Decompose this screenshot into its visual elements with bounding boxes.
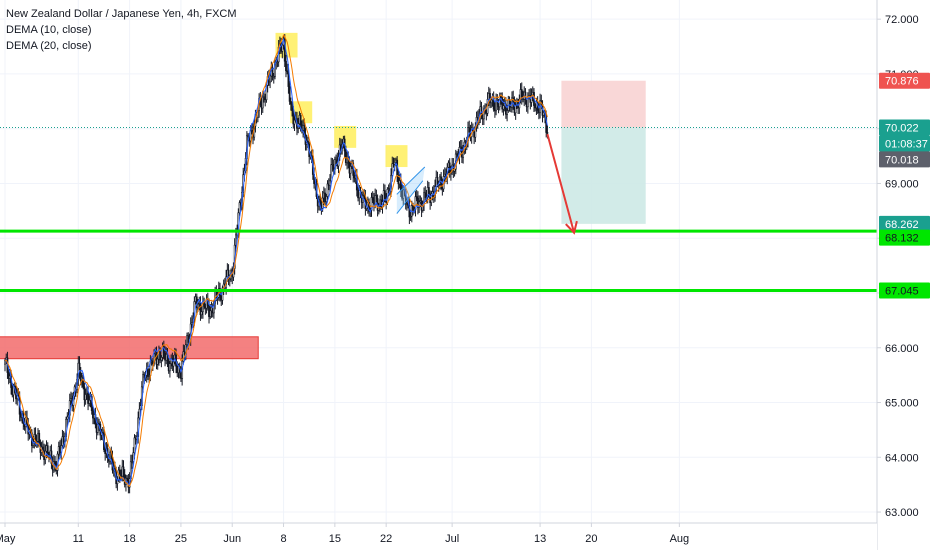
x-tick-label: 20: [585, 533, 597, 545]
candle-down: [123, 467, 124, 475]
y-tick-label: 72.000: [885, 14, 919, 26]
candle-up: [134, 438, 135, 453]
price-label-target: 68.262: [879, 216, 930, 232]
candle-down: [437, 177, 438, 185]
candle-up: [169, 364, 170, 371]
candle-up: [350, 166, 351, 173]
candle-down: [469, 128, 470, 132]
x-tick-label: Jun: [223, 533, 241, 545]
x-tick-label: May: [0, 533, 16, 545]
candle-down: [521, 90, 522, 98]
x-tick-label: 15: [329, 533, 341, 545]
candle-up: [85, 394, 86, 399]
price-label-countdown: 01:08:37: [879, 135, 930, 151]
candle-up: [282, 45, 283, 51]
candle-up: [331, 165, 332, 181]
candle-down: [285, 61, 286, 71]
y-tick-label: 65.000: [885, 398, 919, 410]
candle-down: [547, 132, 548, 133]
candle-up: [262, 97, 263, 108]
candle-up: [235, 235, 236, 245]
candle-up: [67, 417, 68, 419]
y-tick-label: 69.000: [885, 178, 919, 190]
price-label-target-high: 70.876: [879, 73, 930, 89]
candle-down: [54, 462, 55, 465]
candle-up: [173, 362, 174, 366]
candle-up: [197, 304, 198, 308]
price-label-entry-text: 70.018: [885, 154, 919, 166]
stop-loss-zone[interactable]: [561, 81, 645, 128]
candle-down: [83, 377, 84, 387]
candle-down: [291, 104, 292, 111]
price-label-last: 70.022: [879, 119, 930, 135]
y-tick-label: 63.000: [885, 507, 919, 519]
candle-up: [491, 100, 492, 103]
price-label-last-text: 70.022: [885, 122, 919, 134]
price-label-support-1: 68.132: [879, 230, 930, 246]
candle-up: [294, 120, 295, 124]
x-tick-label: 25: [175, 533, 187, 545]
x-tick-label: Aug: [670, 533, 690, 545]
candle-down: [428, 187, 429, 194]
candle-down: [384, 191, 385, 198]
candle-up: [161, 357, 162, 360]
candle-up: [157, 359, 158, 364]
candle-down: [372, 197, 373, 200]
x-tick-label: 13: [534, 533, 546, 545]
price-label-countdown-text: 01:08:37: [885, 138, 928, 150]
y-tick-label: 64.000: [885, 452, 919, 464]
candle-down: [412, 206, 413, 210]
price-label-target-text: 68.262: [885, 219, 919, 231]
candle-up: [507, 110, 508, 114]
candle-up: [201, 312, 202, 315]
candle-up: [139, 409, 140, 418]
x-tick-label: Jul: [445, 533, 459, 545]
candle-up: [392, 164, 393, 176]
candle-up: [4, 360, 5, 364]
candle-down: [290, 101, 291, 104]
candle-down: [39, 433, 40, 443]
price-label-support-2: 67.045: [879, 283, 930, 299]
candle-up: [89, 400, 90, 403]
candle-down: [289, 87, 290, 102]
price-label-entry: 70.018: [879, 151, 930, 167]
x-tick-label: 18: [123, 533, 135, 545]
candle-up: [503, 106, 504, 109]
candle-down: [376, 196, 377, 199]
price-label-support-1-text: 68.132: [885, 233, 919, 245]
candle-up: [210, 311, 211, 317]
x-tick-label: 8: [280, 533, 286, 545]
candle-up: [329, 181, 330, 186]
x-tick-label: 22: [380, 533, 392, 545]
take-profit-zone[interactable]: [561, 128, 645, 224]
price-label-support-2-text: 67.045: [885, 286, 919, 298]
price-label-target-high-text: 70.876: [885, 76, 919, 88]
resistance-zone[interactable]: [0, 337, 258, 359]
x-tick-label: 11: [73, 533, 84, 545]
candle-down: [300, 115, 301, 125]
y-tick-label: 66.000: [885, 343, 919, 355]
candle-up: [326, 197, 327, 202]
